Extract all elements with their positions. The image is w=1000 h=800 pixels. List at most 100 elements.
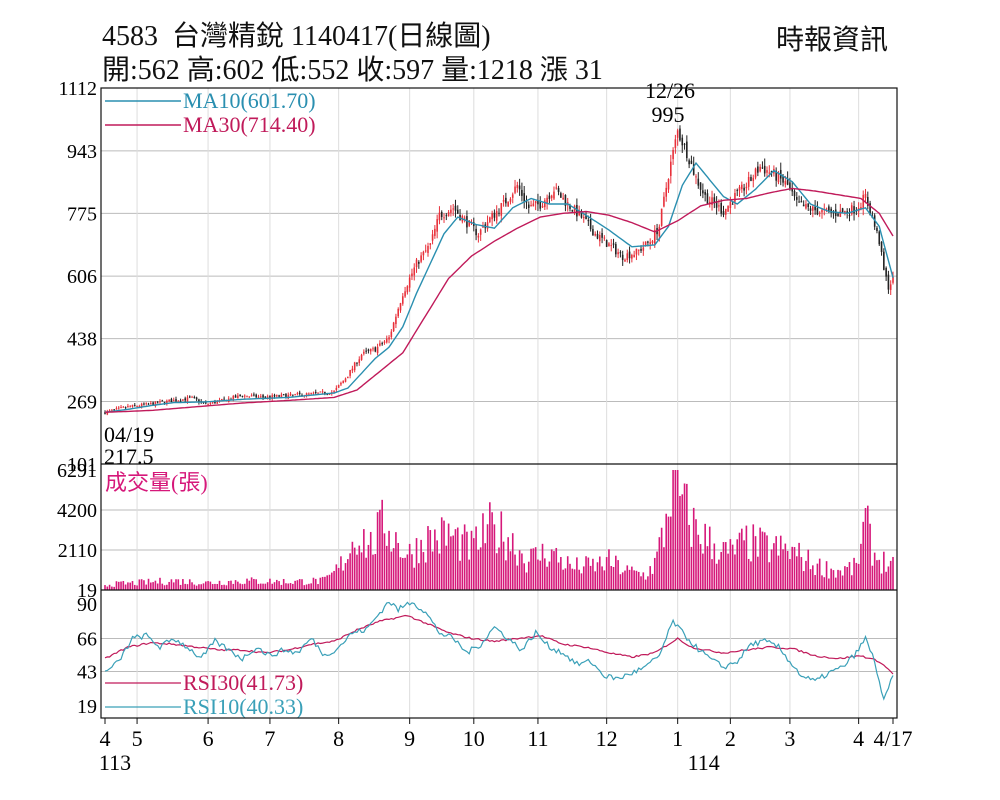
volume-bar	[523, 563, 525, 590]
price-tick-label: 606	[67, 266, 97, 288]
volume-bar	[195, 585, 198, 590]
candlestick	[495, 205, 498, 224]
candle-body	[537, 200, 539, 205]
candle-body	[883, 251, 885, 270]
volume-bar	[539, 560, 542, 590]
volume-bar	[495, 553, 498, 590]
candle-body	[752, 177, 755, 181]
volume-bar	[770, 549, 773, 590]
volume-bar	[546, 566, 548, 590]
candlestick	[463, 215, 466, 223]
volume-bar	[658, 537, 661, 590]
candle-body	[188, 396, 191, 398]
candle-body	[454, 205, 457, 211]
candlestick	[628, 246, 631, 264]
candle-body	[447, 212, 450, 217]
candlestick	[431, 229, 434, 245]
volume-bar	[857, 563, 860, 590]
candlestick	[660, 208, 663, 227]
candlestick	[356, 362, 358, 367]
candle-body	[743, 187, 745, 191]
price-tick-label: 943	[67, 141, 97, 163]
candle-body	[248, 396, 251, 398]
volume-bar	[159, 577, 161, 590]
volume-bar	[330, 572, 333, 590]
volume-bar	[722, 542, 725, 590]
volume-bar	[250, 577, 253, 590]
candle-body	[374, 347, 377, 352]
volume-bar	[690, 546, 693, 590]
candlestick	[525, 195, 528, 210]
candle-body	[647, 241, 649, 243]
candlestick	[147, 402, 150, 405]
candle-body	[344, 378, 347, 382]
volume-bar	[475, 526, 477, 590]
volume-bar	[818, 558, 821, 590]
candle-body	[214, 401, 216, 404]
candle-body	[443, 217, 445, 219]
candlestick	[550, 194, 553, 202]
volume-bar	[773, 543, 775, 590]
volume-bar	[429, 530, 432, 590]
candle-body	[438, 212, 441, 221]
rsi30-line	[104, 614, 894, 675]
volume-bar	[695, 519, 697, 590]
volume-bar	[255, 579, 257, 590]
candle-body	[706, 193, 709, 204]
candlestick	[117, 406, 120, 410]
volume-bar	[592, 558, 594, 590]
volume-bar	[431, 551, 434, 590]
volume-bar	[892, 556, 894, 590]
volume-bar	[672, 470, 674, 590]
volume-bar	[873, 552, 876, 590]
volume-bar	[706, 546, 709, 590]
candlestick	[436, 214, 438, 239]
candle-body	[193, 396, 196, 398]
candle-body	[869, 203, 871, 216]
candle-body	[115, 408, 118, 410]
candlestick	[111, 409, 113, 411]
candle-body	[605, 240, 608, 247]
candlestick	[649, 238, 651, 250]
candle-body	[436, 219, 438, 232]
candle-body	[475, 228, 477, 236]
candle-body	[800, 201, 803, 203]
candle-body	[889, 284, 892, 290]
candle-body	[376, 346, 379, 354]
candle-body	[564, 195, 567, 206]
volume-bar	[104, 585, 106, 590]
candle-body	[734, 192, 736, 202]
candle-body	[626, 253, 629, 260]
candlestick	[518, 178, 521, 196]
legend-ma30: MA30(714.40)	[183, 112, 316, 137]
candle-body	[665, 187, 668, 197]
volume-bar	[168, 581, 170, 590]
candle-body	[154, 401, 157, 407]
candle-body	[708, 201, 711, 204]
candle-body	[333, 391, 335, 393]
candle-body	[578, 210, 580, 216]
volume-bar	[287, 583, 290, 590]
candle-body	[692, 164, 695, 175]
candlestick	[713, 193, 716, 209]
volume-bar	[683, 483, 686, 590]
candlestick	[294, 393, 296, 396]
candle-body	[479, 229, 482, 235]
candle-body	[658, 226, 661, 237]
volume-bar	[534, 547, 537, 590]
candlestick	[741, 181, 743, 193]
volume-bar	[372, 554, 374, 590]
volume-bar	[502, 541, 505, 590]
volume-bar	[443, 520, 445, 590]
volume-bar	[720, 551, 722, 590]
volume-bar	[285, 583, 287, 590]
volume-bar	[150, 582, 152, 590]
candle-body	[722, 211, 725, 215]
candle-body	[452, 208, 454, 210]
candlestick	[596, 230, 599, 240]
candlestick	[727, 205, 729, 212]
candle-body	[876, 227, 878, 232]
candlestick	[374, 346, 377, 353]
candle-body	[736, 189, 739, 191]
volume-bar	[647, 576, 649, 590]
